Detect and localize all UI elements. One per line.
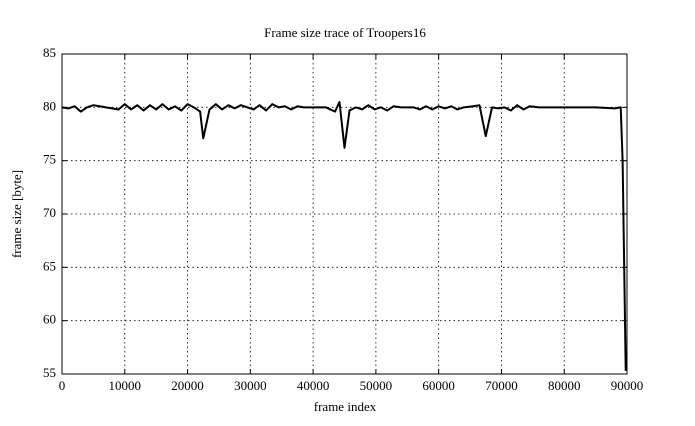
x-tick-label: 90000 (611, 378, 644, 393)
y-tick-label: 65 (43, 258, 56, 273)
data-line (61, 101, 627, 371)
x-tick-label: 20000 (171, 378, 204, 393)
x-axis-label: frame index (314, 399, 377, 414)
plot-frame (61, 53, 628, 375)
x-tick-label: 40000 (297, 378, 330, 393)
x-tick-label: 60000 (422, 378, 455, 393)
y-tick-label: 80 (43, 98, 56, 113)
x-tick-label: 70000 (485, 378, 518, 393)
y-tick-label: 85 (43, 45, 56, 60)
y-tick-label: 70 (43, 205, 56, 220)
y-tick-label: 55 (43, 365, 56, 380)
chart-title: Frame size trace of Troopers16 (264, 25, 426, 40)
y-tick-label: 75 (43, 152, 56, 167)
y-axis-label: frame size [byte] (9, 170, 24, 258)
x-tick-label: 30000 (234, 378, 267, 393)
x-tick-label: 50000 (360, 378, 393, 393)
y-tick-label: 60 (43, 312, 56, 327)
x-tick-label: 80000 (548, 378, 581, 393)
x-tick-label: 10000 (109, 378, 142, 393)
x-tick-label: 0 (59, 378, 66, 393)
